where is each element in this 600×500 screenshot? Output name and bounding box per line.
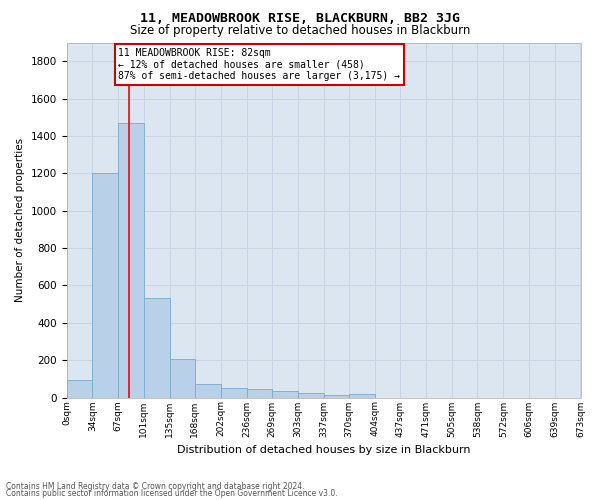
Bar xyxy=(143,298,170,398)
Bar xyxy=(67,380,92,398)
Text: 11 MEADOWBROOK RISE: 82sqm
← 12% of detached houses are smaller (458)
87% of sem: 11 MEADOWBROOK RISE: 82sqm ← 12% of deta… xyxy=(118,48,400,82)
Text: 11, MEADOWBROOK RISE, BLACKBURN, BB2 3JG: 11, MEADOWBROOK RISE, BLACKBURN, BB2 3JG xyxy=(140,12,460,26)
Bar xyxy=(349,394,375,398)
Bar xyxy=(247,389,272,398)
Bar xyxy=(324,396,349,398)
Text: Contains public sector information licensed under the Open Government Licence v3: Contains public sector information licen… xyxy=(6,490,338,498)
X-axis label: Distribution of detached houses by size in Blackburn: Distribution of detached houses by size … xyxy=(177,445,470,455)
Bar xyxy=(118,123,143,398)
Bar xyxy=(272,391,298,398)
Bar xyxy=(221,388,247,398)
Bar xyxy=(195,384,221,398)
Text: Size of property relative to detached houses in Blackburn: Size of property relative to detached ho… xyxy=(130,24,470,37)
Text: Contains HM Land Registry data © Crown copyright and database right 2024.: Contains HM Land Registry data © Crown c… xyxy=(6,482,305,491)
Y-axis label: Number of detached properties: Number of detached properties xyxy=(15,138,25,302)
Bar xyxy=(170,359,195,398)
Bar xyxy=(92,174,118,398)
Bar xyxy=(298,393,324,398)
